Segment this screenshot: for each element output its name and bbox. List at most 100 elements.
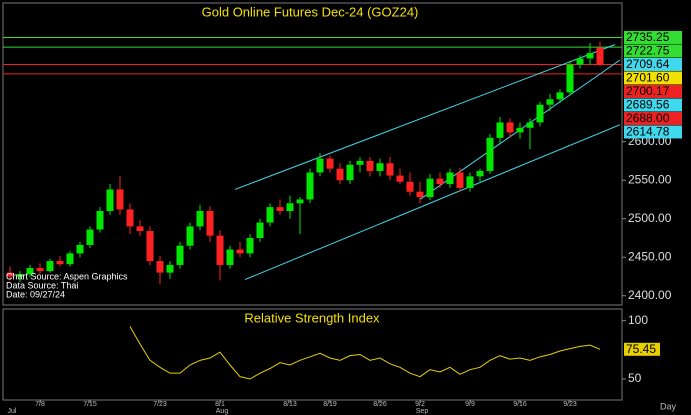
candle-body [216,235,224,265]
y-tick-label: 2450.00 [628,249,672,263]
y-tick-label: 2500.00 [628,211,672,225]
price-label: 2722.75 [626,44,670,58]
candle-body [46,261,54,272]
candle-body [416,191,424,198]
candle-body [326,158,334,169]
rsi-title: Relative Strength Index [244,310,380,325]
candle-body [186,226,194,246]
candle-body [126,209,134,227]
candle-body [426,178,434,198]
candle-body [536,104,544,123]
x-axis-label: Day [660,401,677,411]
rsi-value-box [624,342,660,356]
candle-body [236,249,244,254]
candle-body [276,207,284,212]
candle-body [146,231,154,262]
x-tick-label: 9/23 [563,401,577,408]
y-tick-label: 2400.00 [628,288,672,302]
candle-body [346,164,354,181]
candle-body [356,160,364,165]
price-label: 2701.60 [626,71,670,85]
candle-body [506,122,514,133]
candle-body [306,172,314,200]
candle-body [26,268,34,275]
price-label-box [624,71,682,85]
price-label-box [624,57,682,71]
candle-body [366,160,374,171]
rsi-line [129,326,601,380]
price-label-box [624,30,682,44]
candle-body [96,211,104,230]
candle-body [246,237,254,254]
x-tick-label: 7/15 [83,401,97,408]
y-tick-label: 50 [628,371,642,385]
price-label: 2688.00 [626,111,670,125]
candle-body [466,176,474,188]
candle-body [336,168,344,181]
price-label: 2709.64 [626,57,670,71]
candle-body [546,99,554,105]
candle-body [576,58,584,65]
x-tick-label: 8/13 [283,401,297,408]
candle-body [176,245,184,265]
candle-body [436,178,444,185]
source-note: Chart Source: Aspen Graphics [6,271,128,281]
price-label-box [624,125,682,139]
candle-body [136,226,144,232]
price-panel-frame [2,2,623,306]
x-tick-label: 7/8 [35,401,45,408]
candle-body [396,175,404,182]
month-label: Jul [8,408,17,415]
candle-body [566,64,574,93]
candle-body [226,249,234,265]
price-label: 2735.25 [626,30,670,44]
candle-body [596,47,604,65]
y-tick-label: 2550.00 [628,172,672,186]
candle-body [56,261,64,265]
candle-body [86,229,94,245]
candle-body [386,163,394,176]
candle-body [156,261,164,273]
candle-body [476,170,484,177]
x-tick-label: 9/16 [513,401,527,408]
x-tick-label: 9/9 [465,401,475,408]
candle-body [496,122,504,138]
candle-body [76,244,84,254]
rsi-panel-frame [2,308,623,401]
candle-body [556,92,564,100]
candle-body [6,272,14,277]
candle-body [196,211,204,227]
candle-body [296,199,304,204]
x-tick-label: 8/26 [373,401,387,408]
x-tick-label: 7/23 [153,401,167,408]
month-label: Sep [416,408,429,415]
price-label-box [624,44,682,58]
candle-body [486,137,494,171]
chart-title: Gold Online Futures Dec-24 (GOZ24) [202,4,419,19]
trendline [234,44,616,190]
x-tick-label: 8/1 [215,401,225,408]
price-label-box [624,98,682,112]
candle-body [16,274,24,277]
candle-body [406,181,414,192]
candle-body [586,53,594,59]
price-label: 2700.17 [626,84,670,98]
candle-body [456,172,464,188]
candle-body [266,207,274,223]
price-label: 2614.78 [626,125,670,139]
rsi-value-label: 75.45 [626,342,656,356]
candle-body [446,172,454,185]
price-label-box [624,84,682,98]
candle-body [376,163,384,171]
candle-body [66,253,74,265]
price-label: 2689.56 [626,98,670,112]
candle-body [316,158,324,173]
candle-body [206,211,214,236]
candle-body [256,222,264,238]
x-tick-label: 8/19 [323,401,337,408]
candle-body [116,189,124,210]
candle-body [166,264,174,273]
candle-body [526,122,534,128]
